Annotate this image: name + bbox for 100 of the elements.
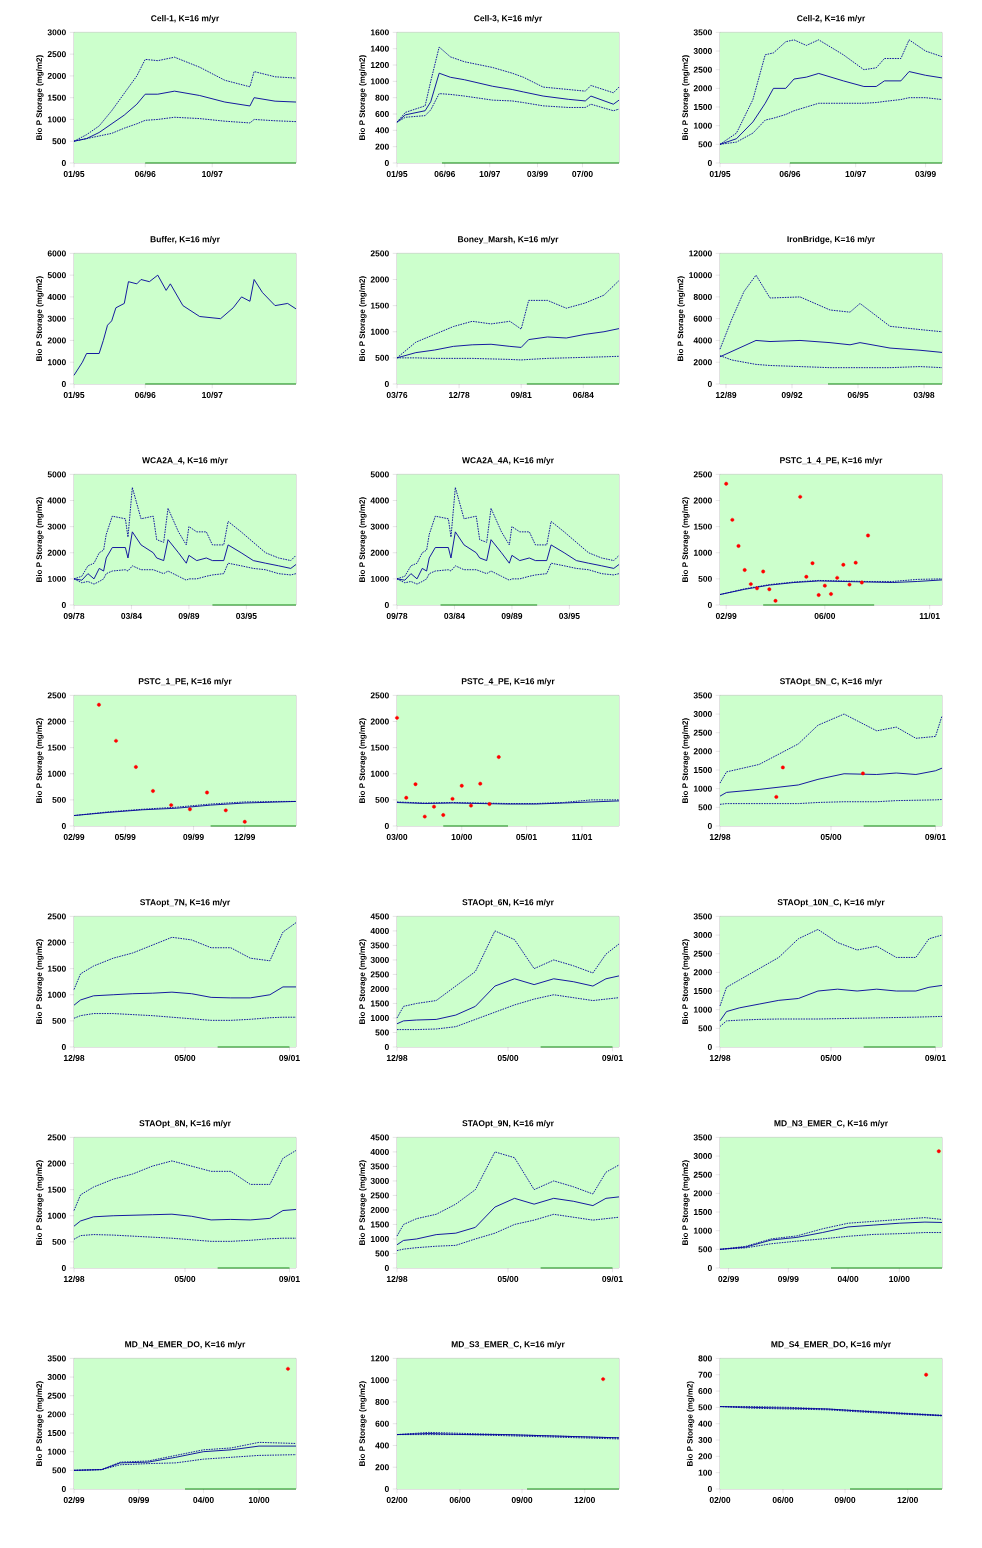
x-tick-label: 09/89: [178, 612, 200, 620]
x-tick-label: 10/97: [202, 170, 223, 178]
x-tick-label: 03/99: [915, 170, 936, 178]
y-tick-label: 2000: [370, 985, 389, 992]
x-tick-label: 05/99: [114, 833, 136, 841]
y-tick-label: 4500: [370, 913, 389, 920]
chart-title: WCA2A_4, K=16 m/yr: [142, 456, 228, 465]
y-tick-label: 1600: [370, 29, 389, 36]
y-tick-label: 2000: [693, 748, 712, 755]
y-tick-label: 1000: [47, 116, 66, 123]
y-tick-label: 1000: [47, 991, 66, 998]
x-tick-label: 05/00: [820, 1054, 842, 1062]
y-tick-label: 0: [61, 823, 66, 829]
x-tick-label: 09/99: [778, 1275, 799, 1283]
chart-title: WCA2A_4A, K=16 m/yr: [462, 456, 554, 465]
y-tick-label: 600: [698, 1388, 712, 1395]
x-tick-label: 03/00: [386, 833, 408, 841]
y-tick-label: 1400: [370, 45, 389, 52]
y-tick-label: 1500: [47, 1430, 66, 1437]
y-tick-label: 2000: [693, 359, 712, 366]
y-tick-label: 0: [384, 1265, 389, 1271]
x-tick-label: 09/92: [781, 391, 803, 399]
x-tick-label: 09/01: [602, 1275, 623, 1283]
y-tick-label: 2000: [370, 549, 389, 556]
x-tick-label: 12/99: [234, 833, 256, 841]
x-tick-label: 06/00: [814, 612, 836, 620]
x-tick-label: 05/01: [516, 833, 537, 841]
x-tick-label: 02/00: [386, 1496, 408, 1504]
y-tick-label: 1000: [693, 1006, 712, 1013]
y-tick-label: 1200: [370, 1355, 389, 1362]
x-tick-label: 09/01: [279, 1054, 300, 1062]
y-tick-label: 500: [52, 138, 66, 145]
y-tick-label: 1500: [47, 965, 66, 972]
y-tick-label: 500: [52, 1238, 66, 1245]
y-tick-label: 0: [707, 823, 712, 829]
y-tick-label: 1500: [370, 1000, 389, 1007]
y-tick-label: 800: [698, 1355, 712, 1362]
y-tick-label: 2000: [47, 939, 66, 946]
x-tick-label: 07/00: [572, 170, 593, 178]
y-tick-label: 500: [375, 1250, 389, 1257]
y-tick-label: 2500: [47, 913, 66, 920]
y-tick-label: 5000: [47, 272, 66, 279]
chart-title: MD_S3_EMER_C, K=16 m/yr: [451, 1341, 565, 1349]
y-tick-label: 4000: [47, 293, 66, 300]
y-tick-label: 800: [375, 94, 389, 101]
y-tick-label: 2500: [370, 971, 389, 978]
y-tick-label: 1000: [370, 1377, 389, 1384]
y-tick-label: 500: [698, 1025, 712, 1032]
y-tick-label: 2000: [693, 969, 712, 976]
chart-title: Boney_Marsh, K=16 m/yr: [458, 235, 559, 244]
y-tick-label: 3000: [370, 1177, 389, 1184]
x-tick-label: 06/96: [134, 170, 156, 178]
y-tick-label: 2500: [693, 1171, 712, 1178]
y-tick-label: 1000: [370, 328, 389, 335]
x-tick-label: 09/01: [925, 833, 946, 841]
x-tick-label: 04/00: [837, 1275, 859, 1283]
y-tick-label: 0: [707, 159, 712, 166]
chart-title: STAopt_7N, K=16 m/yr: [140, 899, 231, 907]
y-tick-label: 1500: [693, 523, 712, 530]
x-tick-label: 02/99: [63, 833, 85, 841]
y-tick-label: 2500: [693, 66, 712, 73]
y-tick-label: 4000: [370, 1148, 389, 1155]
y-tick-label: 500: [52, 796, 66, 803]
y-tick-label: 600: [375, 1420, 389, 1427]
x-tick-label: 12/89: [715, 391, 737, 399]
y-tick-label: 3500: [693, 29, 712, 36]
chart-title: Cell-2, K=16 m/yr: [797, 14, 866, 23]
x-tick-label: 01/95: [709, 170, 731, 178]
y-tick-label: 500: [698, 575, 712, 582]
y-tick-label: 2000: [693, 85, 712, 92]
y-tick-label: 2000: [47, 337, 66, 344]
x-tick-label: 09/89: [501, 612, 523, 620]
y-tick-label: 2000: [693, 497, 712, 504]
x-tick-label: 09/01: [279, 1275, 300, 1283]
x-tick-label: 06/96: [779, 170, 801, 178]
y-tick-label: 0: [384, 602, 389, 608]
y-tick-label: 1500: [693, 1209, 712, 1216]
y-tick-label: 4000: [693, 337, 712, 344]
y-tick-label: 6000: [693, 315, 712, 322]
y-tick-label: 0: [61, 1486, 66, 1492]
x-tick-label: 05/00: [497, 1054, 519, 1062]
y-tick-label: 1000: [47, 575, 66, 582]
y-tick-label: 1500: [693, 988, 712, 995]
y-tick-label: 2000: [47, 1411, 66, 1418]
x-tick-label: 03/95: [559, 612, 580, 620]
y-tick-label: 2500: [693, 471, 712, 478]
y-tick-label: 2000: [693, 1190, 712, 1197]
x-tick-label: 12/78: [449, 391, 470, 399]
y-tick-label: 0: [707, 602, 712, 608]
y-tick-label: 4000: [370, 497, 389, 504]
y-tick-label: 0: [707, 1265, 712, 1271]
y-tick-label: 3500: [370, 942, 389, 949]
x-tick-label: 12/98: [63, 1054, 85, 1062]
x-tick-label: 10/97: [479, 170, 500, 178]
x-tick-label: 02/99: [63, 1496, 85, 1504]
y-tick-label: 1000: [370, 1235, 389, 1242]
y-tick-label: 0: [61, 1265, 66, 1271]
y-tick-label: 500: [375, 796, 389, 803]
y-tick-label: 8000: [693, 293, 712, 300]
x-tick-label: 02/99: [718, 1275, 739, 1283]
